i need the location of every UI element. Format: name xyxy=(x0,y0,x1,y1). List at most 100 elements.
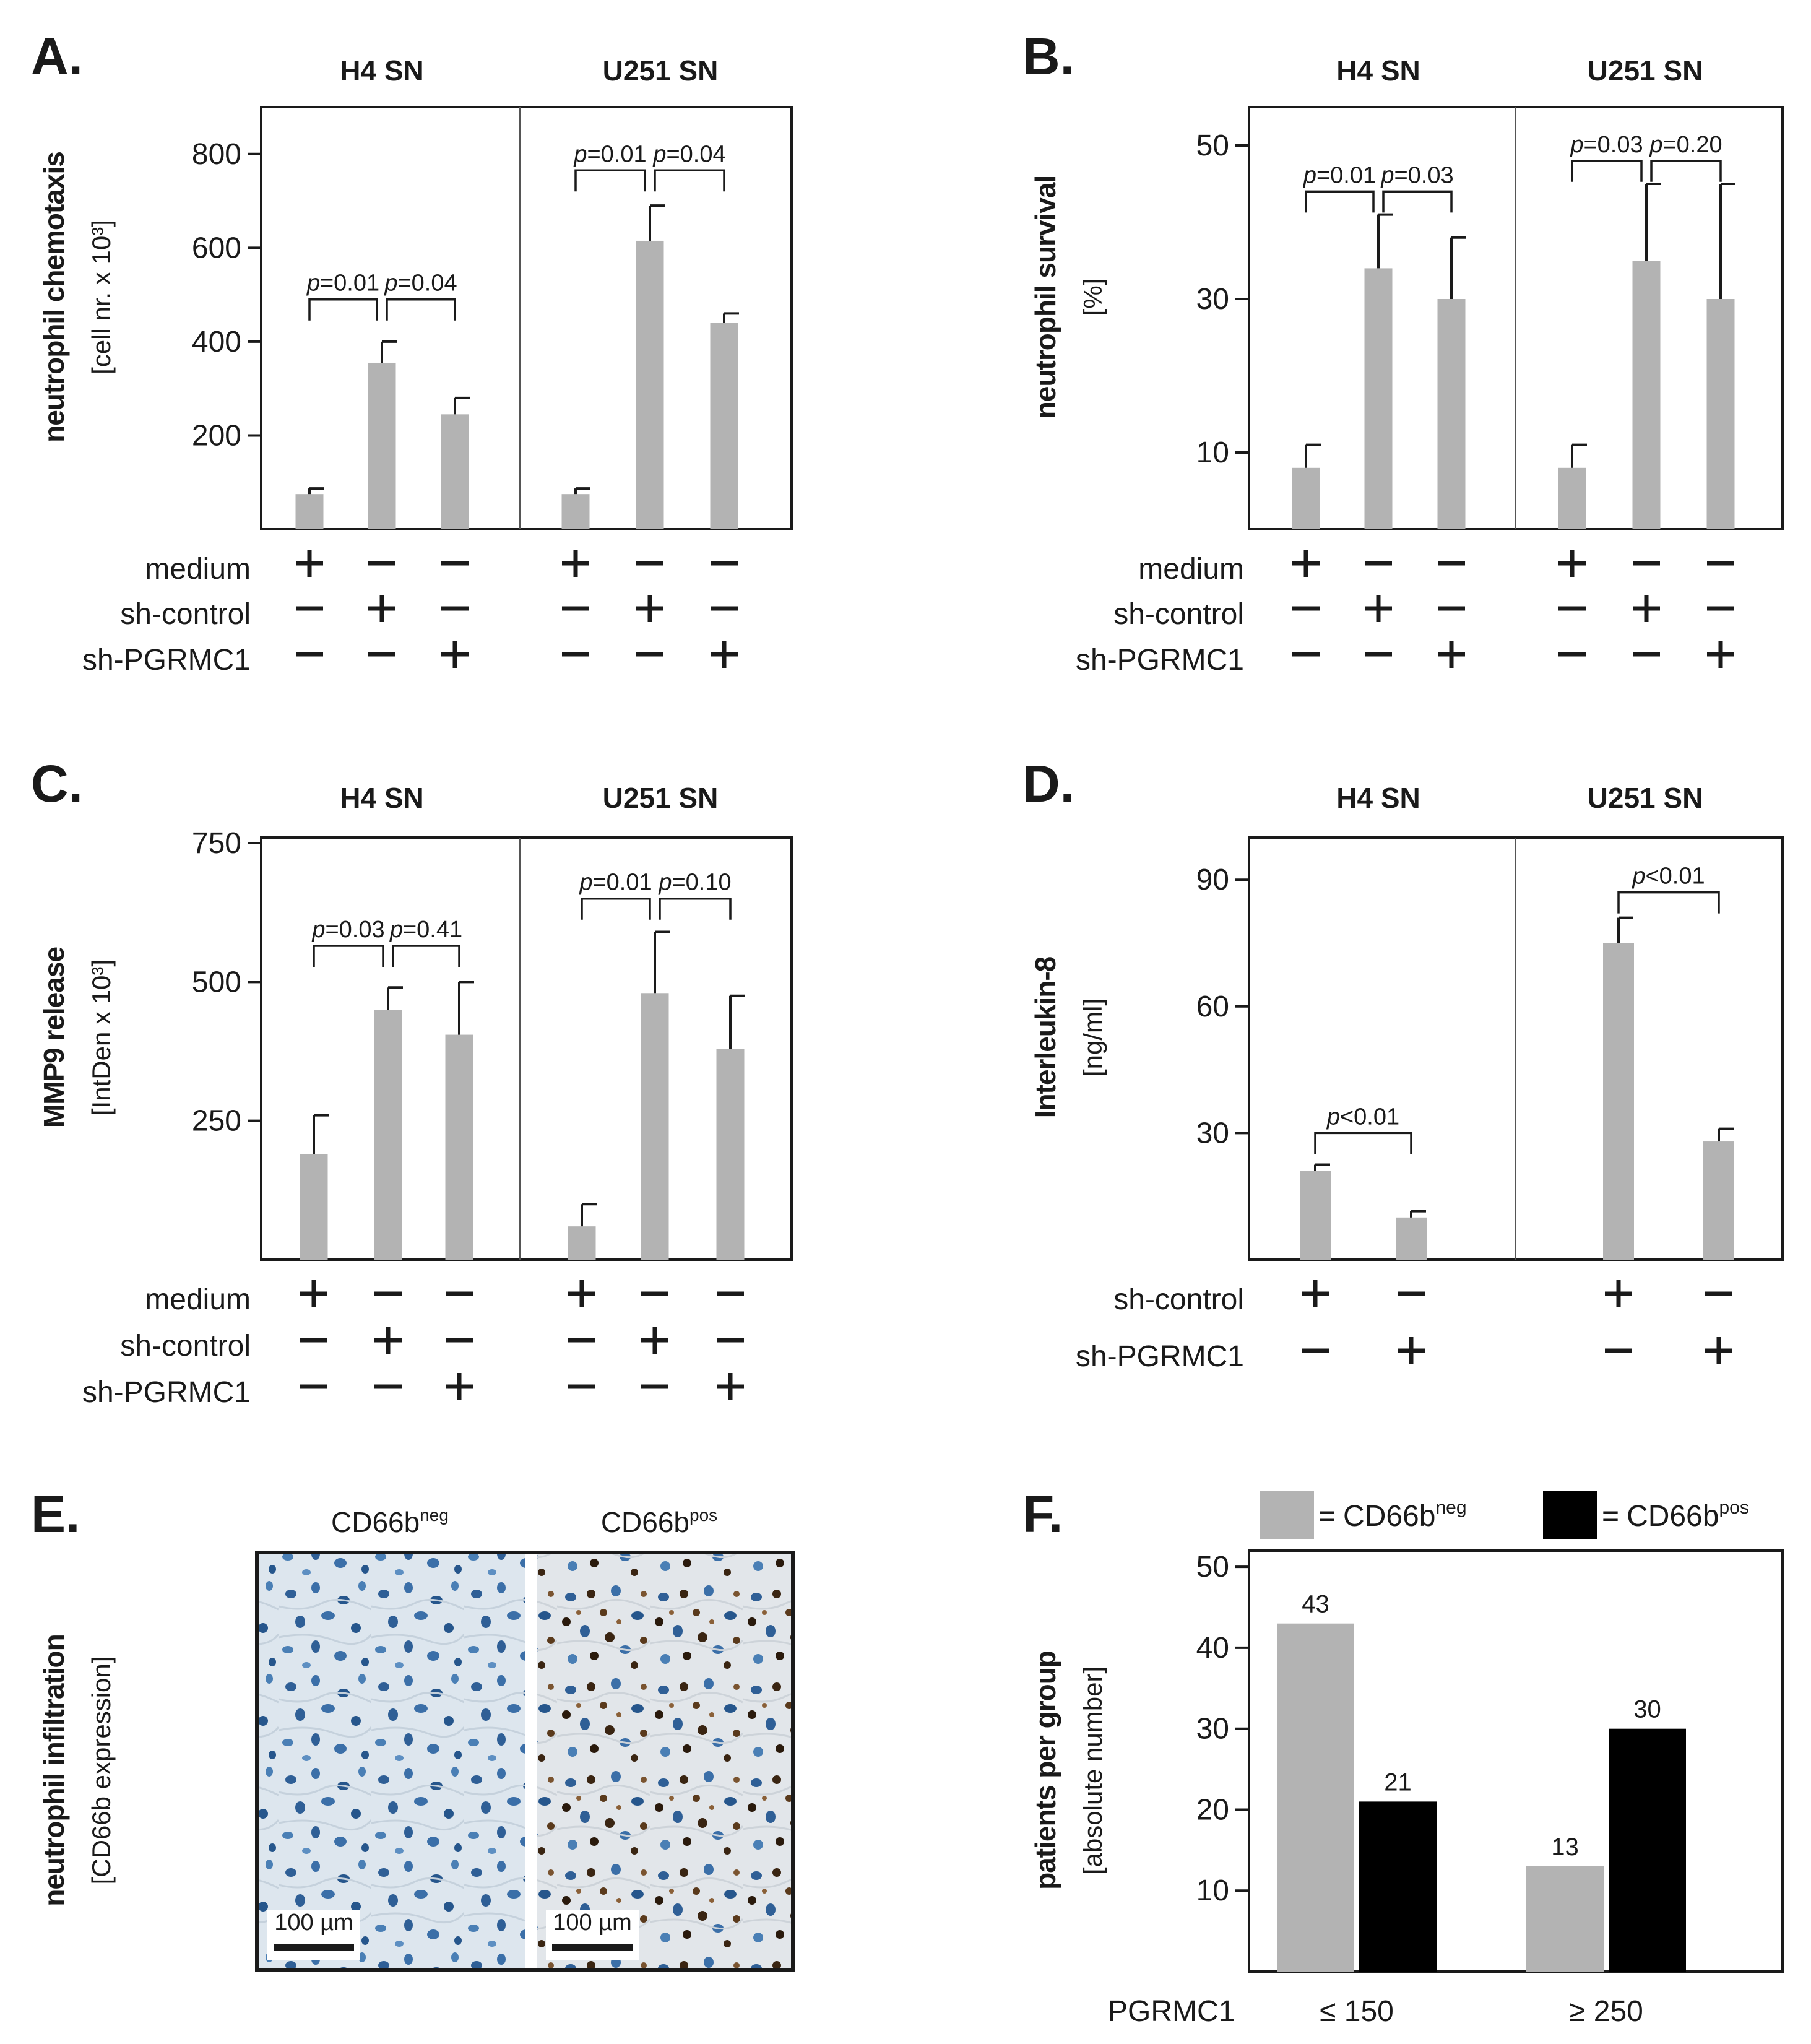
panel-c-row-medium: medium xyxy=(145,1283,251,1316)
panel-f-ytick-label: 20 xyxy=(1196,1793,1229,1826)
panel-a: A. H4 SN U251 SN neutrophil chemotaxis [… xyxy=(31,27,793,677)
panel-c-group-u251: U251 SN xyxy=(603,782,719,814)
panel-c-pvalue-label: p=0.10 xyxy=(658,870,731,896)
panel-c-bar xyxy=(300,1154,328,1260)
panel-f-bar xyxy=(1277,1623,1354,1972)
panel-b-bar xyxy=(1437,299,1466,529)
panel-c: C. H4 SN U251 SN MMP9 release [IntDen x … xyxy=(31,755,793,1409)
panel-a-label: A. xyxy=(31,27,83,85)
panel-b-yunit: [%] xyxy=(1078,279,1107,316)
panel-b-bar xyxy=(1292,467,1320,529)
panel-d-row-sh-pgrmc1: sh-PGRMC1 xyxy=(1076,1340,1244,1373)
panel-c-row-sh-control: sh-control xyxy=(120,1330,251,1362)
panel-a-bar xyxy=(710,323,738,529)
panel-c-bar xyxy=(716,1049,745,1260)
panel-d-pvalue-bracket xyxy=(1617,891,1720,914)
panel-e: E. CD66bneg CD66bpos neutrophil infiltra… xyxy=(31,1485,795,1972)
panel-d-bar xyxy=(1300,1171,1331,1260)
panel-a-ytick-label: 200 xyxy=(192,419,241,452)
panel-f-data-label: 30 xyxy=(1633,1696,1661,1723)
panel-b-bar xyxy=(1632,261,1661,529)
panel-a-row-sh-control: sh-control xyxy=(120,598,251,631)
panel-b-row-sh-pgrmc1: sh-PGRMC1 xyxy=(1076,644,1244,677)
panel-a-bar xyxy=(561,494,590,529)
panel-f-bar xyxy=(1609,1728,1686,1972)
panel-b-ytick-label: 50 xyxy=(1196,129,1229,162)
panel-b-pvalue-label: p=0.03 xyxy=(1570,132,1643,158)
panel-a-yunit: [cell nr. x 10³] xyxy=(87,220,116,375)
panel-b-label: B. xyxy=(1022,27,1074,85)
panel-a-bar xyxy=(368,362,396,529)
panel-a-pvalue-label: p=0.01 xyxy=(306,271,379,297)
panel-a-row-sh-pgrmc1: sh-PGRMC1 xyxy=(82,644,251,677)
panel-c-pvalue-bracket xyxy=(313,945,384,967)
panel-b-ylabel: neutrophil survival xyxy=(1029,176,1061,419)
panel-b-group-u251: U251 SN xyxy=(1588,54,1703,87)
panel-f-label: F. xyxy=(1022,1485,1063,1543)
panel-d-group-h4: H4 SN xyxy=(1336,782,1420,814)
panel-d-axes xyxy=(1248,836,1784,1261)
panel-f-ytick-label: 50 xyxy=(1196,1551,1229,1583)
panel-f-bar xyxy=(1359,1801,1437,1972)
panel-b-pvalue-bracket xyxy=(1650,160,1722,182)
panel-b-pvalue-label: p=0.20 xyxy=(1649,132,1722,158)
panel-c-label: C. xyxy=(31,755,83,813)
panel-f-legend: = CD66bneg = CD66bpos xyxy=(1260,1491,1749,1539)
panel-e-yunit: [CD66b expression] xyxy=(87,1656,116,1885)
panel-c-pvalue-label: p=0.41 xyxy=(389,917,462,943)
panel-f-ytick-label: 10 xyxy=(1196,1874,1229,1907)
panel-b-row-medium: medium xyxy=(1138,553,1244,586)
panel-a-group-h4: H4 SN xyxy=(340,54,423,87)
panel-d-ytick-label: 30 xyxy=(1196,1117,1229,1150)
panel-f-data-label: 21 xyxy=(1384,1769,1412,1796)
panel-a-bar xyxy=(295,494,324,529)
panel-d-pvalue-label: p<0.01 xyxy=(1326,1104,1399,1130)
panel-b-pvalue-label: p=0.03 xyxy=(1380,162,1453,188)
panel-b-pvalue-label: p=0.01 xyxy=(1303,162,1376,188)
panel-c-pvalue-bracket xyxy=(659,897,732,920)
panel-f-ylabel: patients per group xyxy=(1029,1651,1061,1890)
panel-f-yunit: [absolute number] xyxy=(1078,1666,1107,1874)
panel-a-bar xyxy=(441,414,469,529)
panel-a-pvalue-label: p=0.04 xyxy=(652,141,725,167)
panel-e-label: E. xyxy=(31,1485,80,1543)
panel-b-bar xyxy=(1706,299,1735,529)
panel-c-bar xyxy=(641,993,669,1260)
panel-a-pvalue-bracket xyxy=(308,298,378,321)
panel-b-row-sh-control: sh-control xyxy=(1113,598,1244,631)
panel-b-pvalue-bracket xyxy=(1305,190,1375,213)
panel-c-ytick-label: 750 xyxy=(192,827,241,860)
panel-c-bar xyxy=(568,1226,596,1260)
scalebar-pos xyxy=(552,1944,633,1951)
panel-f: F. = CD66bneg = CD66bpos patients per grou… xyxy=(1022,1485,1784,2028)
panel-f-category-label: ≤ 150 xyxy=(1320,1995,1394,2028)
panel-b-bar xyxy=(1558,467,1586,529)
panel-a-ytick-label: 400 xyxy=(192,326,241,358)
panel-c-ytick-label: 250 xyxy=(192,1105,241,1138)
panel-b-ytick-label: 10 xyxy=(1196,436,1229,469)
panel-f-ytick-label: 40 xyxy=(1196,1632,1229,1665)
panel-b-pvalue-bracket xyxy=(1382,190,1453,213)
panel-a-pvalue-bracket xyxy=(386,298,456,321)
panel-c-pvalue-label: p=0.03 xyxy=(311,917,384,943)
panel-a-ytick-label: 800 xyxy=(192,138,241,171)
panel-a-axes xyxy=(260,106,793,530)
panel-d-bar xyxy=(1703,1141,1734,1260)
scalebar-box-pos xyxy=(546,1910,639,1960)
panel-c-ylabel: MMP9 release xyxy=(38,946,70,1128)
panel-d: D. H4 SN U251 SN Interleukin-8 [ng/ml] 3… xyxy=(1022,755,1784,1373)
micrograph-cd66b-neg xyxy=(259,1554,525,1968)
panel-a-group-u251: U251 SN xyxy=(603,54,719,87)
panel-a-pvalue-bracket xyxy=(654,169,725,192)
panel-c-pvalue-bracket xyxy=(581,897,651,920)
panel-a-pvalue-label: p=0.04 xyxy=(384,271,457,297)
panel-a-row-medium: medium xyxy=(145,553,251,586)
scalebar-box-neg xyxy=(267,1910,360,1960)
panel-c-bar xyxy=(374,1010,402,1260)
panel-d-label: D. xyxy=(1022,755,1074,813)
panel-d-yunit: [ng/ml] xyxy=(1078,998,1107,1076)
panel-d-ylabel: Interleukin-8 xyxy=(1029,956,1061,1118)
panel-f-xlabel: PGRMC1 xyxy=(1108,1995,1235,2028)
legend-swatch-neg xyxy=(1260,1491,1314,1539)
panel-a-pvalue-label: p=0.01 xyxy=(573,141,646,167)
